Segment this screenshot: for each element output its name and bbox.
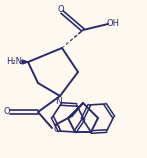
Text: H₂N: H₂N	[6, 58, 22, 67]
Polygon shape	[22, 60, 28, 64]
Text: O: O	[4, 107, 10, 116]
Text: N: N	[56, 97, 62, 106]
Text: O: O	[54, 125, 60, 134]
Text: O: O	[58, 4, 64, 13]
Text: OH: OH	[106, 18, 120, 27]
